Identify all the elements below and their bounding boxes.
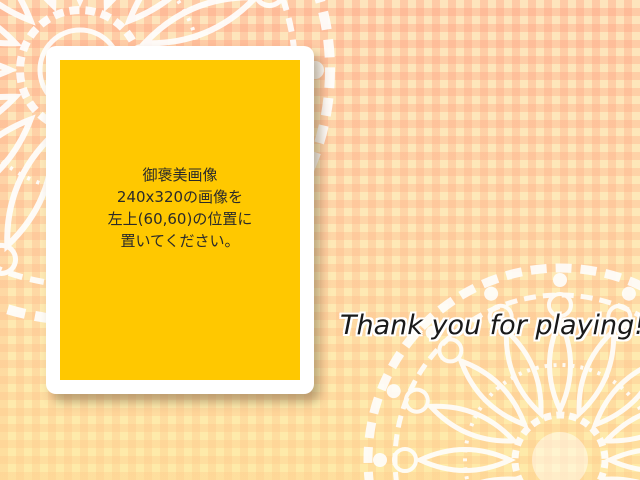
thank-you-message: Thank you for playing! [340, 310, 640, 341]
reward-caption-line-4: 置いてください。 [120, 232, 240, 250]
reward-image-placeholder: 御褒美画像 240x320の画像を 左上(60,60)の位置に 置いてください。 [60, 60, 300, 380]
reward-caption-line-3: 左上(60,60)の位置に [107, 210, 253, 228]
reward-image-caption: 御褒美画像 240x320の画像を 左上(60,60)の位置に 置いてください。 [60, 164, 300, 252]
reward-caption-line-1: 御褒美画像 [142, 166, 218, 184]
lace-doily-bottom-right [363, 263, 640, 480]
reward-caption-line-2: 240x320の画像を [116, 188, 244, 206]
